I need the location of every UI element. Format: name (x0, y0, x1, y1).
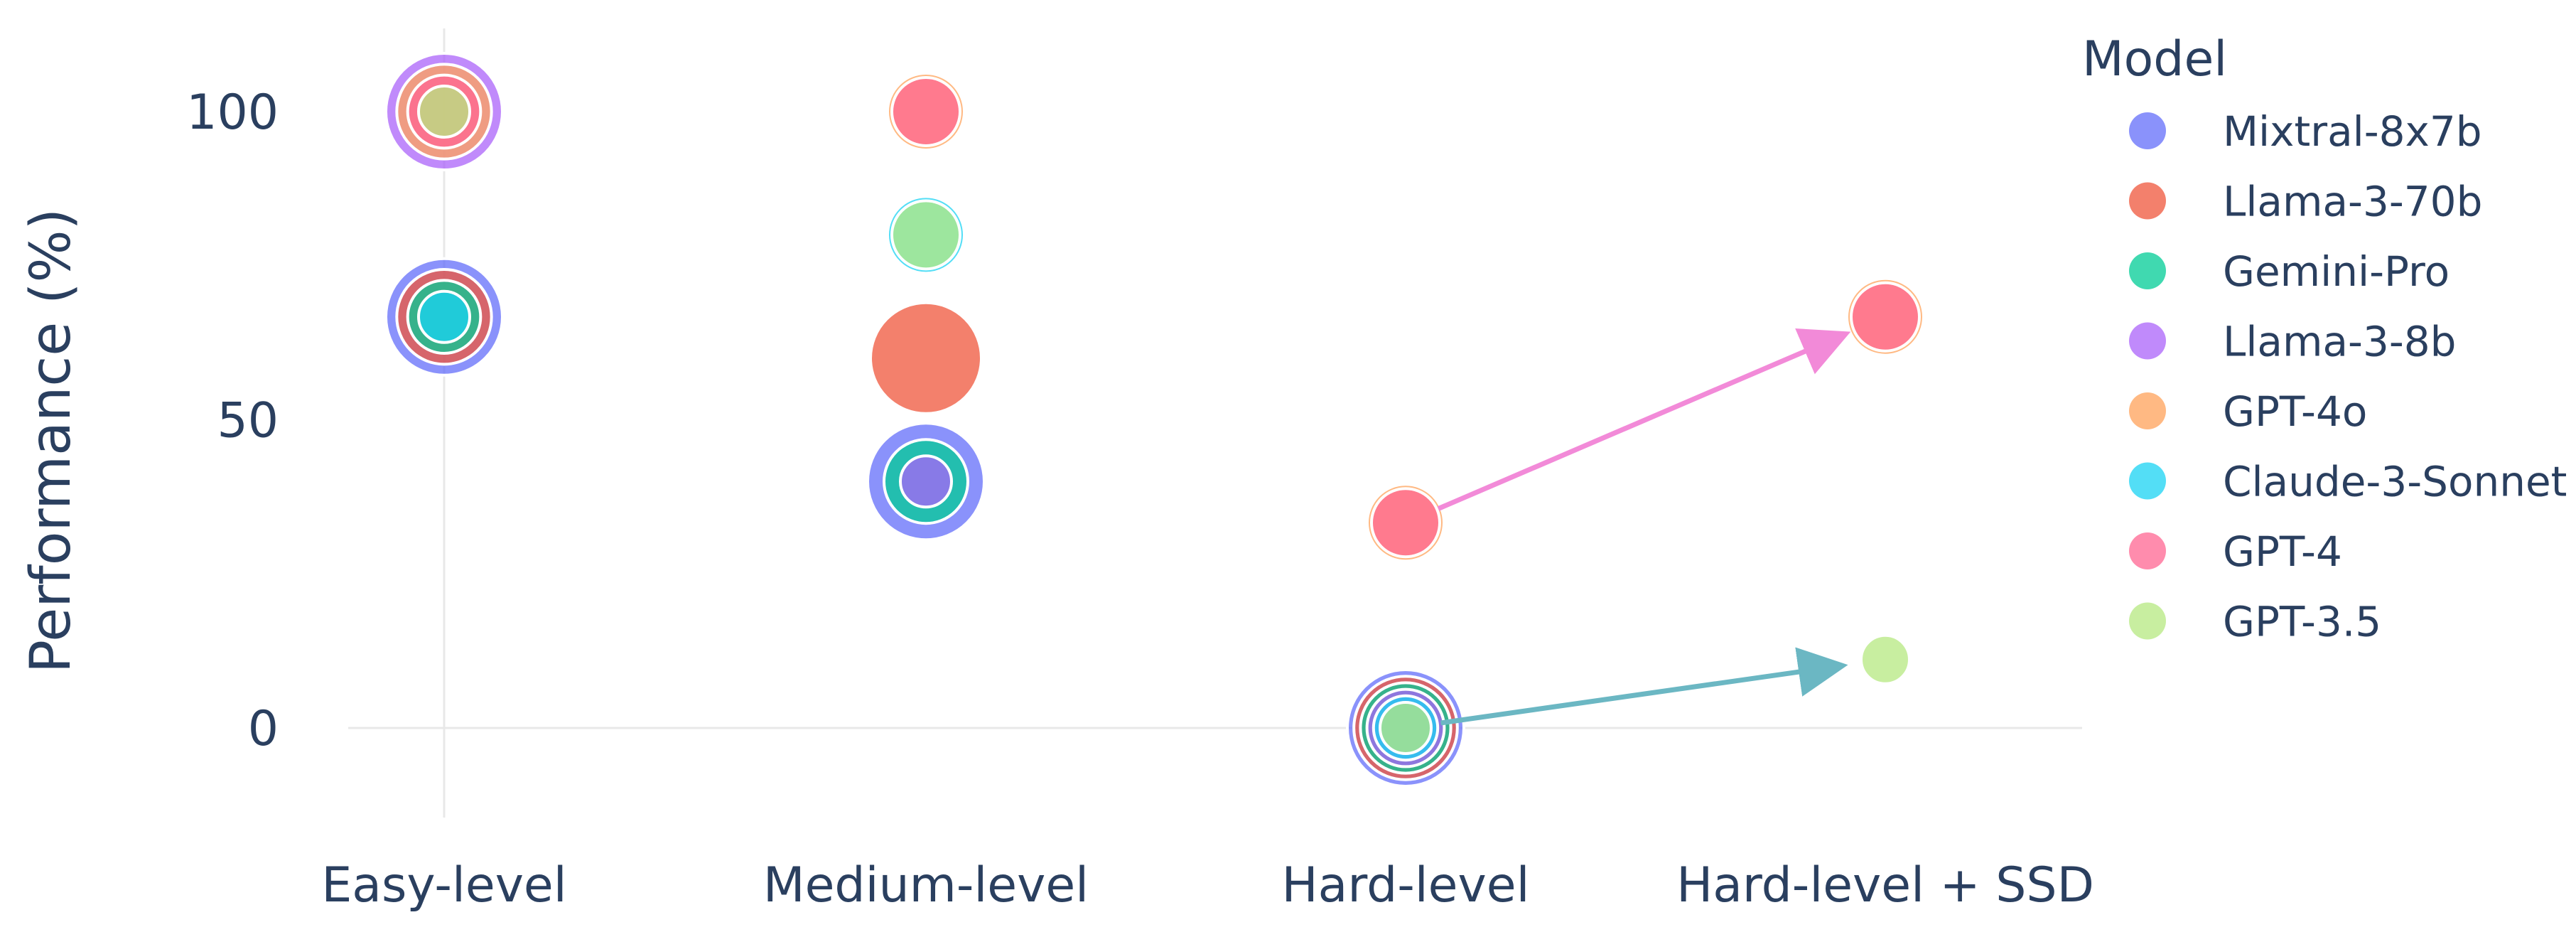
data-point (1379, 701, 1433, 755)
data-point (899, 454, 953, 509)
x-axis-ticks: Easy-level Medium-level Hard-level Hard-lev… (321, 857, 2094, 914)
legend-marker (2129, 392, 2166, 429)
legend-item[interactable]: Llama-3-70b (2129, 178, 2482, 226)
legend-items: Mixtral-8x7b Llama-3-70b Gemini-Pro Llama-3… (2129, 107, 2567, 646)
data-point (1850, 281, 1921, 353)
data-markers (384, 52, 1925, 788)
legend-marker (2129, 252, 2166, 289)
legend-item[interactable]: GPT-3.5 (2129, 598, 2381, 646)
legend-marker (2129, 532, 2166, 569)
data-point (890, 76, 961, 147)
legend-item[interactable]: GPT-4o (2129, 387, 2367, 436)
y-axis-ticks: 0 50 100 (186, 85, 279, 757)
annotation-arrow (1440, 647, 1848, 726)
annotation-arrow (1437, 328, 1851, 511)
legend-marker (2129, 182, 2166, 220)
legend: Model Mixtral-8x7b Llama-3-70b Gemini-Pro L… (2082, 31, 2567, 646)
data-point (417, 289, 471, 344)
y-tick-label: 0 (248, 701, 279, 757)
x-tick-label: Medium-level (763, 857, 1089, 914)
legend-marker (2129, 602, 2166, 640)
legend-label: GPT-4 (2223, 527, 2342, 576)
legend-label: Gemini-Pro (2223, 247, 2450, 296)
plot-area: 0 50 100 Easy-level Medium-level Hard-level H… (186, 28, 2094, 914)
legend-item[interactable]: Mixtral-8x7b (2129, 107, 2482, 156)
data-point (1370, 487, 1441, 559)
y-tick-label: 50 (217, 393, 279, 449)
legend-title: Model (2082, 31, 2227, 87)
legend-item[interactable]: GPT-4 (2129, 527, 2342, 576)
legend-label: Mixtral-8x7b (2223, 107, 2482, 156)
legend-label: Claude-3-Sonnet (2223, 458, 2567, 506)
data-point (890, 199, 961, 271)
legend-marker (2129, 462, 2166, 500)
legend-label: GPT-3.5 (2223, 598, 2381, 646)
data-point (869, 301, 983, 415)
legend-label: GPT-4o (2223, 387, 2367, 436)
y-axis-title: Performance (%) (19, 208, 83, 673)
x-tick-label: Easy-level (321, 857, 566, 914)
legend-label: Llama-3-70b (2223, 178, 2482, 226)
legend-label: Llama-3-8b (2223, 318, 2457, 366)
data-point (417, 85, 471, 139)
y-tick-label: 100 (186, 85, 279, 141)
legend-item[interactable]: Claude-3-Sonnet (2129, 458, 2567, 506)
legend-item[interactable]: Gemini-Pro (2129, 247, 2450, 296)
legend-marker (2129, 112, 2166, 149)
legend-item[interactable]: Llama-3-8b (2129, 318, 2457, 366)
x-tick-label: Hard-level (1282, 857, 1530, 914)
annotation-arrows (1437, 328, 1851, 726)
data-point (1860, 633, 1911, 685)
x-tick-label: Hard-level + SSD (1676, 857, 2094, 914)
legend-marker (2129, 322, 2166, 360)
